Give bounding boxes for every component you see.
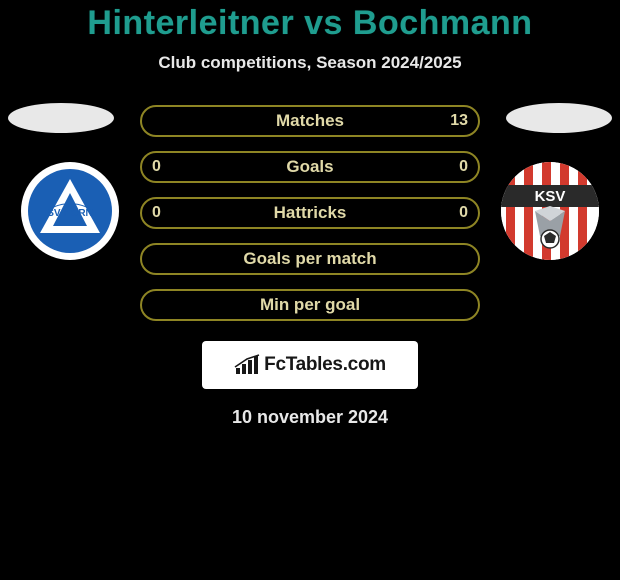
stat-row-min-per-goal: Min per goal [140, 289, 480, 321]
team-badge-right: KSV [500, 161, 600, 261]
stat-value-right: 13 [450, 112, 468, 130]
stat-label: Hattricks [274, 203, 347, 223]
stat-rows: Matches 13 0 Goals 0 0 Hattricks 0 Goals… [140, 105, 480, 321]
stat-value-right: 0 [459, 204, 468, 222]
stat-value-left: 0 [152, 158, 161, 176]
player-marker-right [506, 103, 612, 133]
stats-area: SV HORN KSV [0, 105, 620, 428]
source-logo: FcTables.com [202, 341, 418, 389]
date: 10 november 2024 [0, 407, 620, 428]
bar-chart-icon [234, 354, 260, 376]
stat-label: Goals [286, 157, 333, 177]
source-logo-text: FcTables.com [264, 354, 386, 376]
infographic-container: Hinterleitner vs Bochmann Club competiti… [0, 0, 620, 580]
stat-row-hattricks: 0 Hattricks 0 [140, 197, 480, 229]
stat-label: Matches [276, 111, 344, 131]
subtitle: Club competitions, Season 2024/2025 [0, 53, 620, 73]
player-marker-left [8, 103, 114, 133]
stat-row-matches: Matches 13 [140, 105, 480, 137]
stat-label: Min per goal [260, 295, 360, 315]
svg-text:KSV: KSV [535, 188, 566, 205]
stat-row-goals: 0 Goals 0 [140, 151, 480, 183]
sv-horn-badge-icon: SV HORN [20, 161, 120, 261]
page-title: Hinterleitner vs Bochmann [0, 4, 620, 43]
team-badge-left: SV HORN [20, 161, 120, 261]
stat-value-left: 0 [152, 204, 161, 222]
stat-value-right: 0 [459, 158, 468, 176]
svg-text:SV HORN: SV HORN [47, 208, 93, 219]
stat-label: Goals per match [243, 249, 376, 269]
ksv-badge-icon: KSV [500, 161, 600, 261]
stat-row-goals-per-match: Goals per match [140, 243, 480, 275]
